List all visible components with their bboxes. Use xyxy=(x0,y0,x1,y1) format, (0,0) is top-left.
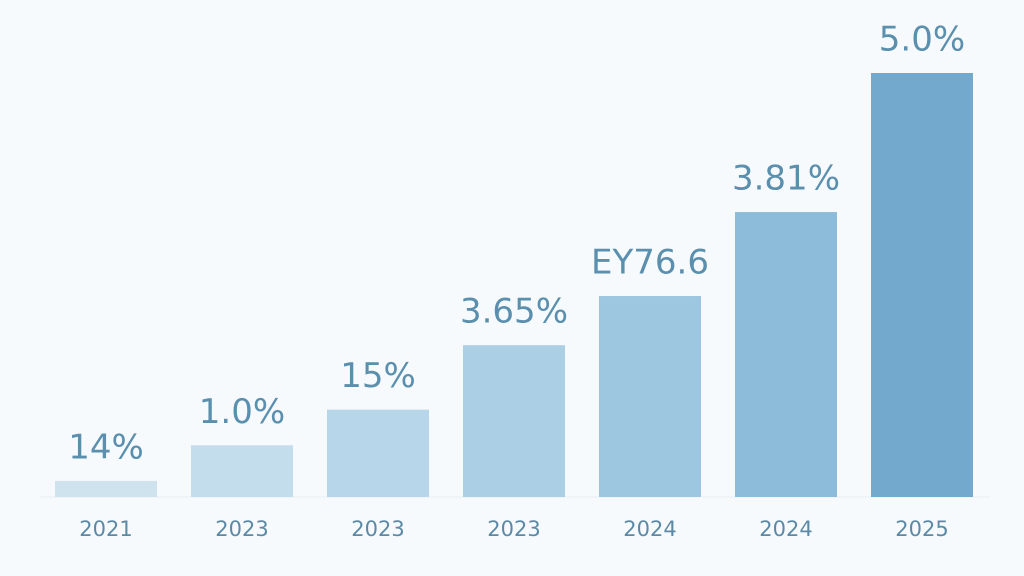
bar-annotation: 1.0% xyxy=(199,392,285,432)
x-tick-label: 2023 xyxy=(487,517,540,541)
x-tick-label: 2024 xyxy=(759,517,812,541)
x-tick-label: 2024 xyxy=(623,517,676,541)
bar-annotation: EY76.6 xyxy=(591,243,709,283)
bar-annotation: 15% xyxy=(340,356,416,396)
bar xyxy=(327,409,429,497)
bar-annotation: 3.65% xyxy=(460,292,568,332)
bar xyxy=(735,212,837,497)
bar-annotation: 3.81% xyxy=(732,159,840,199)
x-tick-label: 2023 xyxy=(351,517,404,541)
bar xyxy=(191,445,293,497)
x-tick-label: 2023 xyxy=(215,517,268,541)
bar-annotation: 5.0% xyxy=(879,20,965,60)
bar-annotation: 14% xyxy=(68,427,144,467)
bar xyxy=(55,480,157,497)
x-tick-label: 2025 xyxy=(895,517,948,541)
bar xyxy=(599,296,701,497)
bar xyxy=(871,73,973,497)
x-tick-label: 2021 xyxy=(79,517,132,541)
bar xyxy=(463,345,565,497)
